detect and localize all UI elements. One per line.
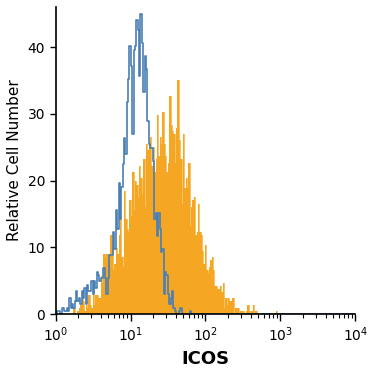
X-axis label: ICOS: ICOS xyxy=(182,350,230,368)
Y-axis label: Relative Cell Number: Relative Cell Number xyxy=(7,80,22,242)
